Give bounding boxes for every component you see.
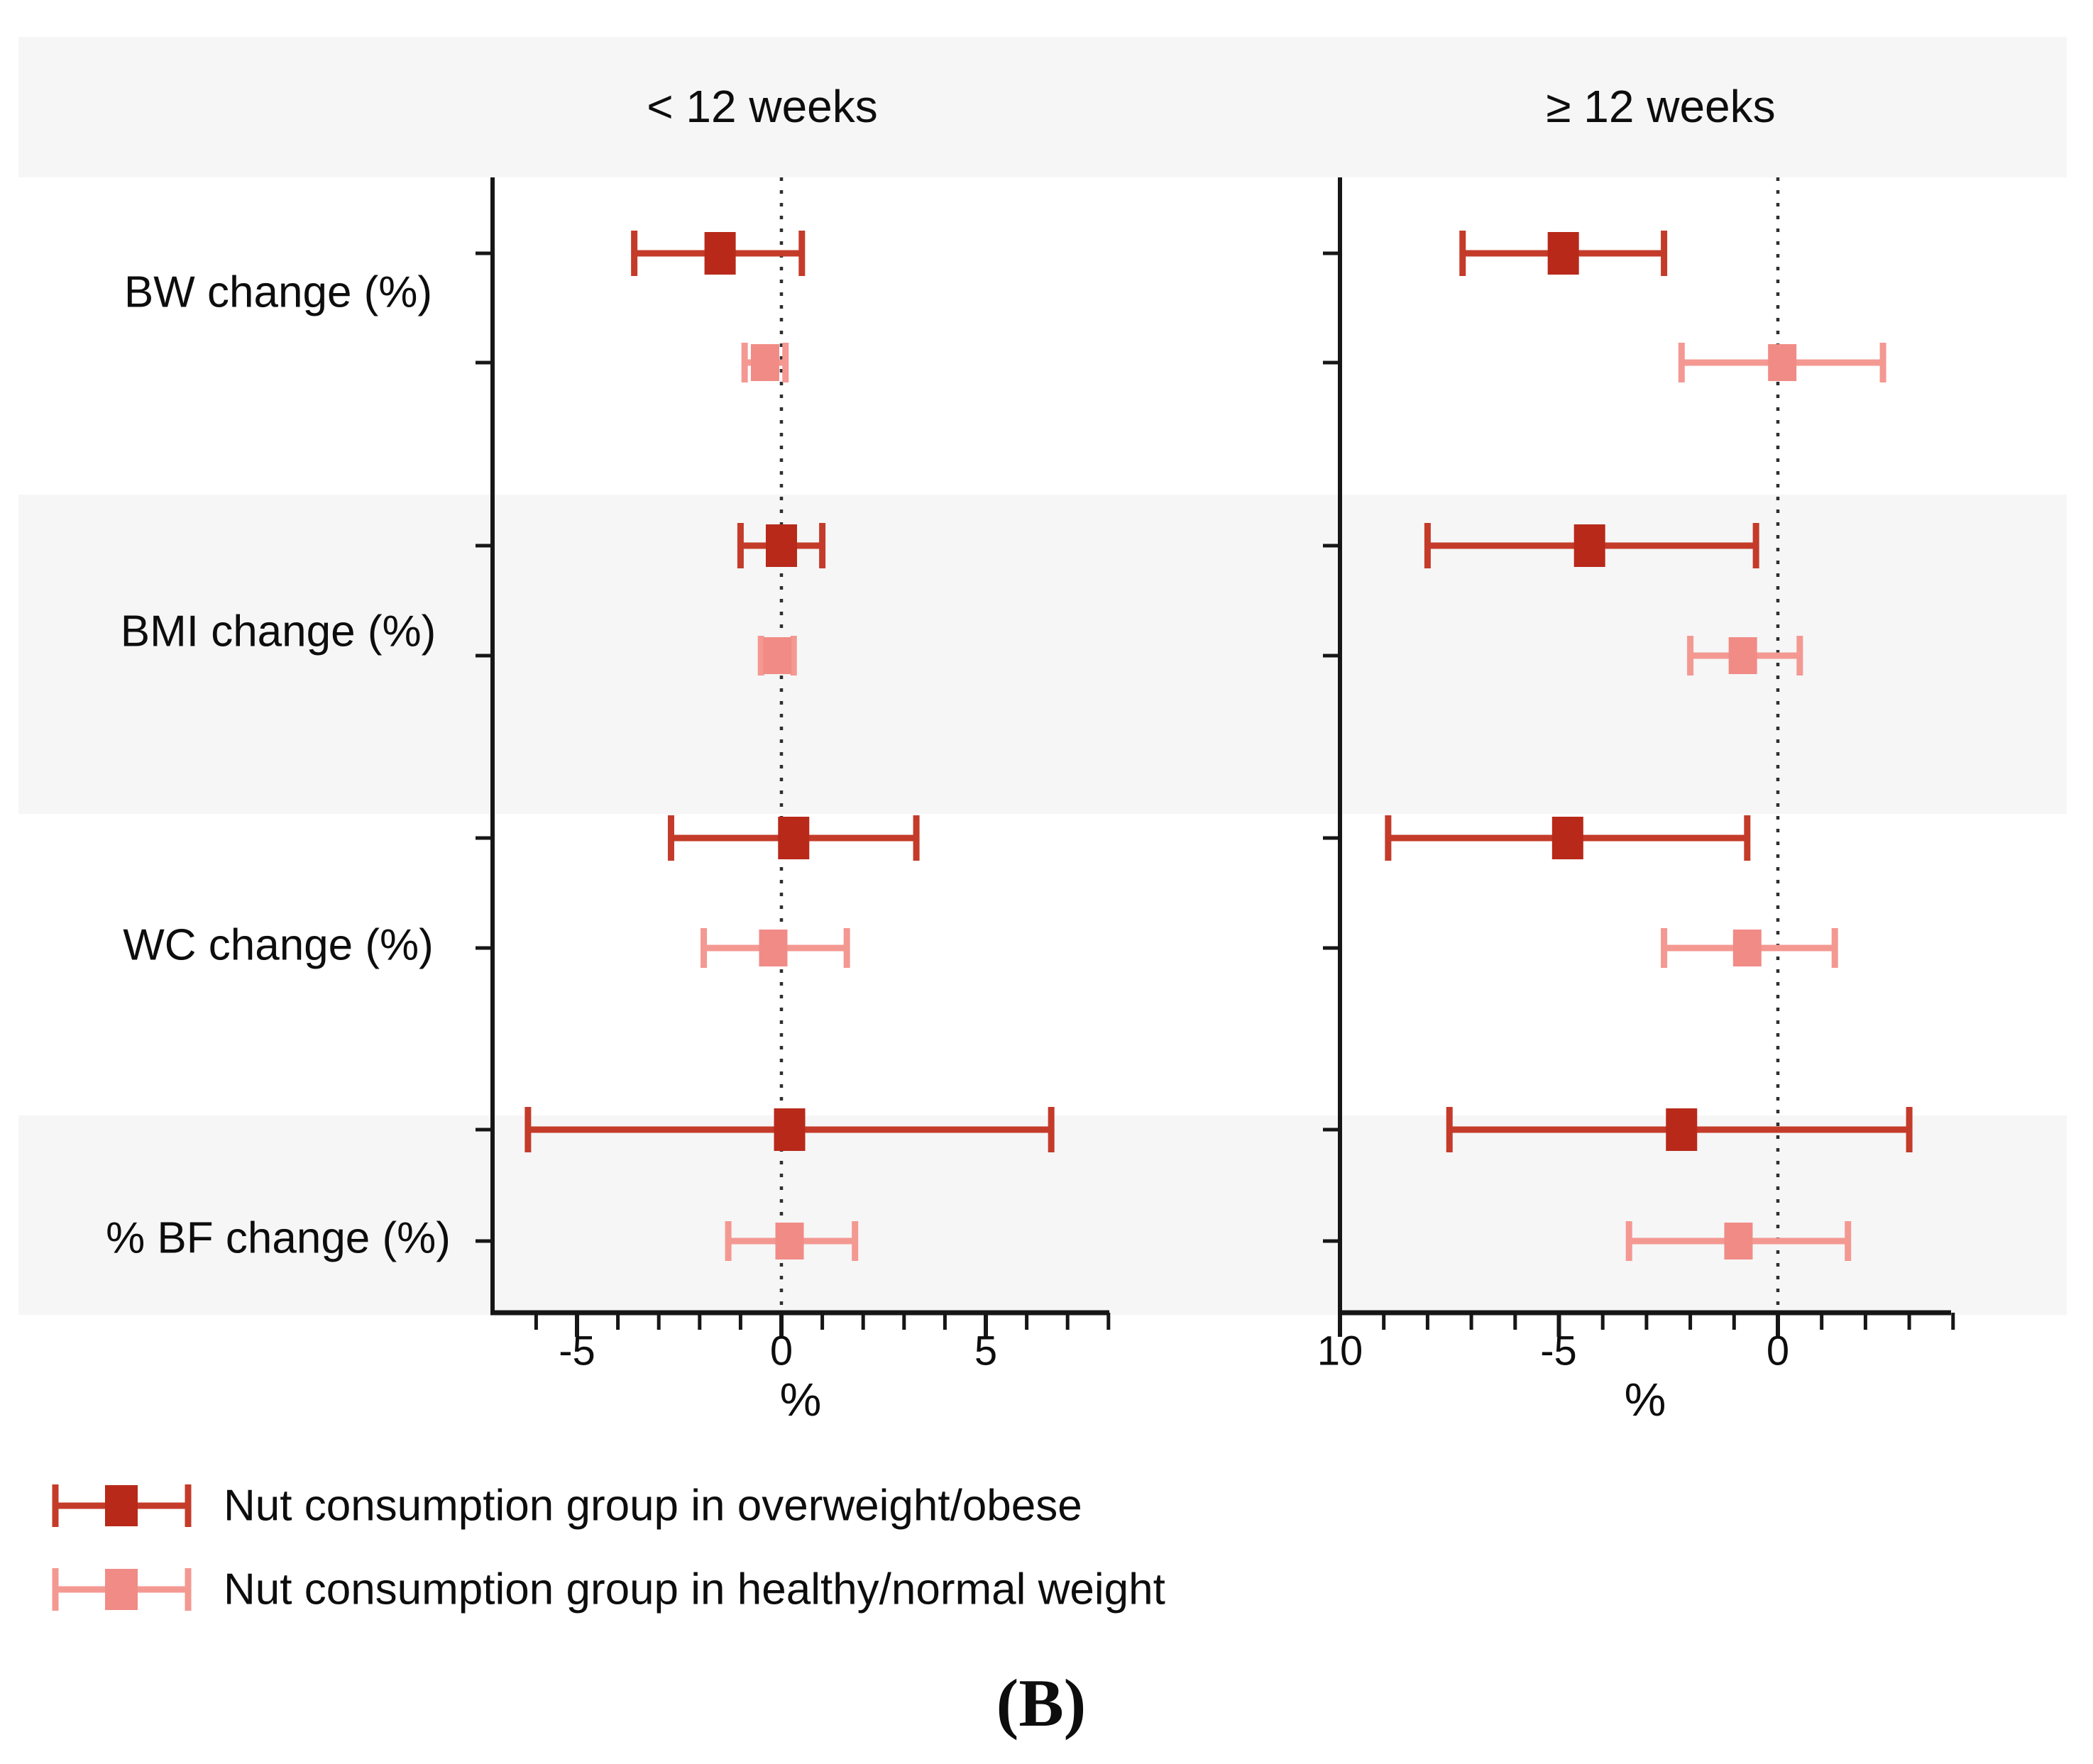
- point-estimate-square: [750, 344, 779, 381]
- x-tick-left-zero: 0: [769, 1328, 793, 1374]
- row-label-bf: % BF change (%): [106, 1213, 451, 1263]
- point-estimate-square: [1768, 344, 1797, 381]
- background-band-0: [18, 37, 2067, 177]
- point-estimate-square: [704, 232, 736, 275]
- x-axis-label-right: %: [1624, 1373, 1666, 1426]
- row-label-wc: WC change (%): [123, 920, 434, 970]
- point-estimate-square: [1666, 1108, 1698, 1151]
- row-label-bmi: BMI change (%): [120, 607, 436, 656]
- point-estimate-square: [778, 817, 810, 859]
- x-axis-label-left: %: [779, 1373, 822, 1426]
- point-estimate-square: [759, 930, 788, 966]
- point-estimate-square: [766, 524, 797, 567]
- x-tick-right-neg5: -5: [1540, 1328, 1577, 1374]
- point-estimate-square: [774, 1108, 806, 1151]
- row-label-bw: BW change (%): [123, 268, 433, 317]
- x-tick-left-pos5: 5: [974, 1328, 998, 1374]
- legend-marker-square-0: [105, 1485, 138, 1526]
- legend-label-overweight: Nut consumption group in overweight/obes…: [224, 1481, 1082, 1531]
- panel-header-lt12: < 12 weeks: [647, 81, 878, 132]
- point-estimate-square: [1573, 524, 1605, 567]
- x-tick-right-zero: 0: [1766, 1328, 1790, 1374]
- legend-label-healthy: Nut consumption group in healthy/normal …: [224, 1565, 1165, 1614]
- point-estimate-square: [1728, 637, 1757, 674]
- point-estimate-square: [775, 1223, 804, 1259]
- panel-header-ge12: ≥ 12 weeks: [1546, 81, 1776, 132]
- x-tick-right-neg10: 10: [1317, 1328, 1363, 1374]
- figure-caption: (B): [996, 1665, 1087, 1741]
- point-estimate-square: [1724, 1223, 1753, 1259]
- x-tick-left-neg5: -5: [559, 1328, 595, 1374]
- point-estimate-square: [1551, 817, 1583, 859]
- background-band-2: [18, 1115, 2067, 1315]
- legend-marker-square-1: [105, 1569, 138, 1610]
- point-estimate-square: [1547, 232, 1579, 275]
- point-estimate-square: [763, 637, 792, 674]
- point-estimate-square: [1732, 930, 1762, 966]
